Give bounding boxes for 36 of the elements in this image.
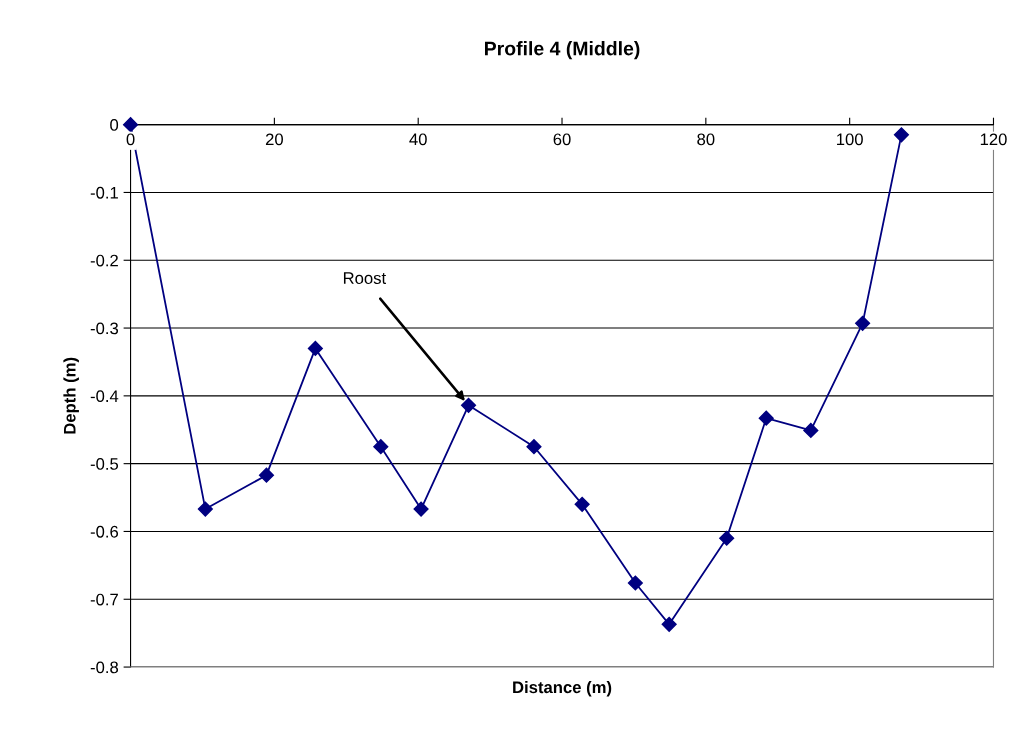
y-axis-title: Depth (m) bbox=[63, 357, 79, 434]
point bbox=[803, 422, 819, 439]
point bbox=[373, 439, 389, 455]
x-tick-label: 100 bbox=[837, 133, 863, 146]
y-tick-label: -0.2 bbox=[90, 254, 118, 267]
x-tick-label: 80 bbox=[697, 133, 715, 146]
point bbox=[122, 117, 139, 133]
y-tick-label: -0.7 bbox=[90, 593, 118, 606]
point bbox=[197, 501, 213, 517]
point bbox=[574, 496, 590, 512]
chart-title: Profile 4 (Middle) bbox=[485, 41, 640, 60]
point bbox=[893, 127, 910, 143]
point bbox=[661, 616, 677, 632]
x-tick-label: 60 bbox=[553, 133, 571, 146]
x-tick-label: 0 bbox=[126, 133, 135, 146]
point bbox=[855, 315, 871, 331]
point bbox=[413, 501, 429, 517]
x-tick-label: 120 bbox=[980, 133, 1007, 146]
point bbox=[307, 340, 323, 356]
y-tick-label: -0.1 bbox=[90, 186, 118, 199]
x-tick-label: 20 bbox=[265, 133, 283, 146]
point bbox=[526, 439, 542, 455]
point bbox=[258, 467, 275, 483]
y-tick-label: -0.5 bbox=[90, 458, 119, 470]
y-tick-label: -0.4 bbox=[90, 390, 119, 403]
y-tick-label: -0.3 bbox=[90, 322, 119, 335]
x-tick-label: 40 bbox=[409, 133, 427, 146]
y-tick-label: -0.6 bbox=[90, 525, 119, 538]
point bbox=[758, 410, 774, 426]
point bbox=[627, 575, 643, 591]
x-axis-title: Distance (m) bbox=[513, 680, 612, 697]
point bbox=[460, 397, 477, 413]
annotation: Roost bbox=[343, 272, 387, 284]
y-tick-label: 0 bbox=[110, 119, 119, 131]
point bbox=[719, 530, 735, 546]
y-tick-label: -0.8 bbox=[90, 661, 119, 674]
